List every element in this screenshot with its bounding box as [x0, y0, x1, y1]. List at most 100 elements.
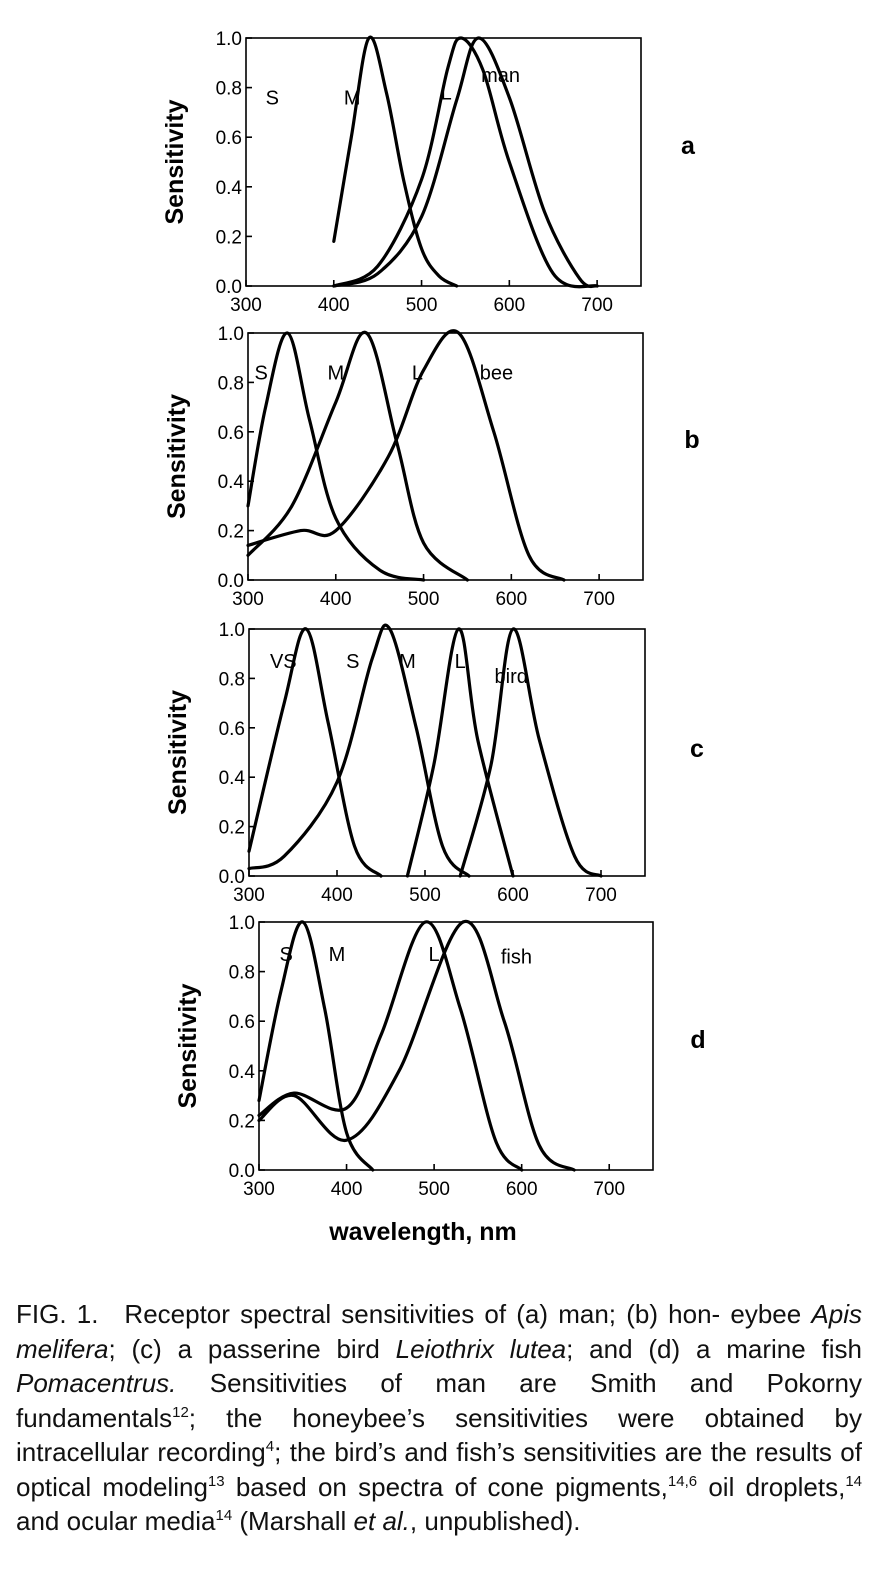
- x-axis-label: wavelength, nm: [328, 1218, 517, 1246]
- organism-label: bee: [480, 363, 513, 385]
- reference-12: 12: [172, 1403, 189, 1421]
- x-tick-label: 600: [506, 1179, 538, 1200]
- curve-label-s: S: [346, 651, 359, 673]
- plot-frame: [245, 37, 642, 287]
- y-tick-label: 0.4: [216, 178, 243, 199]
- species-fish: Pomacentrus.: [16, 1368, 177, 1398]
- x-tick-label: 300: [232, 589, 264, 610]
- reference-13: 13: [207, 1472, 225, 1490]
- curve-m: [405, 627, 515, 878]
- curve-l: [332, 36, 599, 289]
- curve-s: [247, 623, 471, 878]
- panel-letter: b: [684, 426, 699, 454]
- y-tick-label: 0.4: [219, 768, 246, 789]
- y-tick-label: 0.2: [219, 818, 245, 839]
- curve-vs: [247, 627, 383, 878]
- curve-l: [246, 329, 566, 582]
- plot-frame: [247, 332, 644, 581]
- y-tick-label: 0.0: [229, 1161, 255, 1182]
- y-tick-label: 0.4: [229, 1062, 256, 1083]
- y-axis-label: Sensitivity: [161, 99, 189, 224]
- panel-a: 0.0 0.2 0.4 0.6 0.8 1.0 300 400 500 600 700 Sensiti…: [161, 29, 696, 316]
- curve-label-l: L: [455, 651, 466, 673]
- curve-label-m: M: [329, 944, 346, 966]
- y-tick-label: 0.2: [216, 227, 242, 248]
- x-tick-label: 300: [233, 885, 265, 906]
- curve-label-l: L: [441, 83, 452, 105]
- x-tick-label: 700: [581, 295, 613, 316]
- y-tick-label: 1.0: [218, 324, 244, 345]
- y-tick-label: 0.8: [216, 79, 242, 100]
- x-tick-label: 400: [320, 589, 352, 610]
- species-bird: Leiothrix lutea: [395, 1333, 567, 1364]
- x-tick-label: 400: [321, 885, 353, 906]
- y-tick-label: 1.0: [219, 620, 245, 641]
- y-tick-label: 0.8: [219, 669, 245, 690]
- curve-m: [332, 36, 599, 289]
- x-tick-label: 700: [583, 589, 615, 610]
- y-tick-label: 0.0: [218, 571, 244, 592]
- curve-label-s: S: [254, 363, 267, 385]
- panel-letter: c: [690, 735, 704, 763]
- y-tick-label: 1.0: [229, 913, 255, 934]
- curve-m: [246, 330, 469, 582]
- y-tick-label: 0.6: [219, 719, 245, 740]
- organism-label: man: [481, 65, 520, 87]
- x-tick-label: 500: [408, 589, 440, 610]
- y-tick-label: 0.6: [216, 128, 242, 149]
- y-tick-label: 0.6: [229, 1012, 255, 1033]
- curve-s: [246, 331, 426, 582]
- x-tick-label: 400: [331, 1179, 363, 1200]
- curve-l: [458, 627, 603, 878]
- y-axis-label: Sensitivity: [163, 394, 191, 519]
- curve-s: [257, 920, 375, 1172]
- y-tick-label: 0.2: [218, 522, 244, 543]
- panel-letter: a: [681, 132, 696, 160]
- panel-c: 0.0 0.2 0.4 0.6 0.8 1.0 300 400 500 600 700 Sensiti…: [164, 620, 704, 906]
- x-tick-label: 700: [585, 885, 617, 906]
- reference-14: 14: [845, 1472, 862, 1490]
- reference-14-6: 14,6: [667, 1472, 698, 1490]
- panel-d: 0.0 0.2 0.4 0.6 0.8 1.0 300 400 500 600 700 Sensiti…: [174, 913, 706, 1246]
- curve-l: [257, 919, 576, 1172]
- x-tick-label: 500: [418, 1179, 450, 1200]
- curve-label-s: S: [279, 944, 292, 966]
- figure-caption: FIG. 1. Receptor spectral sensitivities o…: [16, 1299, 863, 1536]
- x-tick-label: 600: [493, 295, 525, 316]
- panel-b: 0.0 0.2 0.4 0.6 0.8 1.0 300 400 500 600 700 Sensiti…: [163, 324, 700, 610]
- curve-label-vs: VS: [270, 651, 297, 673]
- x-tick-label: 400: [318, 295, 350, 316]
- figure: 0.0 0.2 0.4 0.6 0.8 1.0 300 400 500 600 700 Sensiti…: [161, 29, 706, 1246]
- y-tick-label: 0.6: [218, 423, 244, 444]
- organism-label: fish: [501, 947, 532, 969]
- y-tick-label: 0.8: [229, 963, 255, 984]
- y-tick-label: 0.4: [218, 472, 245, 493]
- y-axis-label: Sensitivity: [164, 690, 192, 815]
- y-tick-label: 0.0: [216, 277, 242, 298]
- y-tick-label: 0.2: [229, 1111, 255, 1132]
- x-tick-label: 300: [243, 1179, 275, 1200]
- curve-label-s: S: [266, 88, 279, 110]
- y-axis-label: Sensitivity: [174, 983, 202, 1108]
- curve-label-l: L: [412, 363, 423, 385]
- x-tick-label: 600: [495, 589, 527, 610]
- y-tick-label: 0.8: [218, 373, 244, 394]
- x-tick-label: 500: [409, 885, 441, 906]
- x-tick-label: 700: [593, 1179, 625, 1200]
- plot-frame: [248, 628, 646, 877]
- y-tick-label: 1.0: [216, 29, 242, 50]
- curve-label-m: M: [399, 651, 416, 673]
- y-tick-label: 0.0: [219, 867, 245, 888]
- panel-letter: d: [690, 1026, 705, 1054]
- x-tick-label: 500: [406, 295, 438, 316]
- reference-14: 14: [215, 1507, 233, 1524]
- curve-label-l: L: [429, 944, 440, 966]
- species-bee: Apis melifera: [16, 1299, 862, 1364]
- plot-frame: [258, 921, 654, 1171]
- caption-figure-number: FIG. 1.: [16, 1299, 99, 1329]
- curve-label-m: M: [327, 363, 344, 385]
- curve-s: [332, 35, 459, 288]
- x-tick-label: 300: [230, 295, 262, 316]
- reference-4: 4: [265, 1438, 275, 1455]
- curve-m: [257, 920, 524, 1172]
